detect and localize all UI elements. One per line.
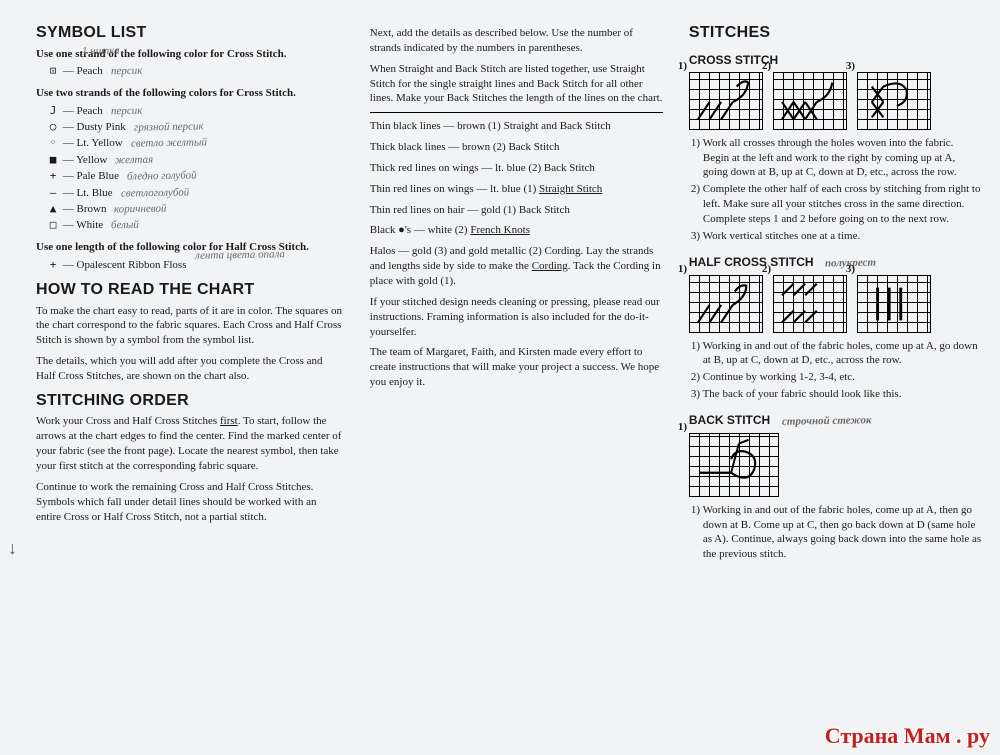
- annotation: белый: [111, 218, 139, 234]
- heading-read-chart: HOW TO READ THE CHART: [36, 279, 344, 301]
- annotation: коричневой: [114, 202, 167, 218]
- diagram-half-3: 3): [857, 275, 931, 333]
- lead-text: Use two strands of the following colors …: [36, 86, 344, 101]
- paragraph: Continue to work the remaining Cross and…: [36, 480, 344, 525]
- detail-line: Thin red lines on wings — lt. blue (1) S…: [370, 182, 663, 197]
- instruction-item: 3) The back of your fabric should look l…: [691, 387, 982, 402]
- watermark: Страна Мам . ру: [825, 723, 990, 749]
- annotation: лента цвета опала: [194, 247, 284, 264]
- annotation: персик: [111, 64, 143, 80]
- detail-line: Thin black lines — brown (1) Straight an…: [370, 119, 663, 134]
- column-1: SYMBOL LIST 1 нитка Use one strand of th…: [36, 22, 344, 743]
- column-2: Next, add the details as described below…: [370, 22, 663, 743]
- horizontal-rule: [370, 112, 663, 113]
- instruction-item: 2) Complete the other half of each cross…: [691, 182, 982, 227]
- diagram-half-1: 1): [689, 275, 763, 333]
- symbol-item: ■ — Yellowжелтая: [46, 152, 344, 168]
- annotation: строчной стежок: [781, 413, 871, 429]
- back-stitch-instructions: 1) Working in and out of the fabric hole…: [691, 503, 982, 562]
- instruction-item: 3) Work vertical stitches one at a time.: [691, 229, 982, 244]
- margin-tick: ↓: [8, 538, 17, 559]
- heading-stitching-order: STITCHING ORDER: [36, 390, 344, 412]
- lead-text: Use one length of the following color fo…: [36, 240, 344, 255]
- paragraph: Next, add the details as described below…: [370, 26, 663, 56]
- heading-stitches: STITCHES: [689, 22, 982, 44]
- page: SYMBOL LIST 1 нитка Use one strand of th…: [0, 0, 1000, 755]
- symbol-item: ▲ — Brownкоричневой: [46, 201, 344, 217]
- paragraph: Work your Cross and Half Cross Stitches …: [36, 414, 344, 473]
- symbol-item: + — Opalescent Ribbon Flossлента цвета о…: [46, 257, 344, 273]
- diagram-back-1: 1): [689, 433, 779, 497]
- symbol-list-1: ⊡ — Peachперсик: [46, 63, 344, 79]
- annotation: 1 нитка: [82, 43, 120, 58]
- diagram-cross-3: 3): [857, 72, 931, 130]
- symbol-list-2: Ј — Peachперсик ○ — Dusty Pinkгрязной пе…: [46, 103, 344, 234]
- paragraph: The team of Margaret, Faith, and Kirsten…: [370, 345, 663, 390]
- instruction-item: 1) Working in and out of the fabric hole…: [691, 339, 982, 369]
- instruction-item: 2) Continue by working 1-2, 3-4, etc.: [691, 370, 982, 385]
- symbol-item: ⊡ — Peachперсик: [46, 63, 344, 79]
- subheading-back-stitch: BACK STITCH строчной стежок: [689, 412, 982, 429]
- detail-line: Thick red lines on wings — lt. blue (2) …: [370, 161, 663, 176]
- diagram-cross-1: 1): [689, 72, 763, 130]
- annotation: персик: [111, 103, 143, 119]
- half-cross-instructions: 1) Working in and out of the fabric hole…: [691, 339, 982, 402]
- paragraph: If your stitched design needs cleaning o…: [370, 295, 663, 340]
- detail-line: Black ●'s — white (2) French Knots: [370, 223, 663, 238]
- detail-line: Thin red lines on hair — gold (1) Back S…: [370, 203, 663, 218]
- symbol-item: Ј — Peachперсик: [46, 103, 344, 119]
- cross-stitch-diagrams: 1) 2) 3): [689, 72, 982, 130]
- back-stitch-block: BACK STITCH строчной стежок 1) 1) Workin…: [689, 412, 982, 562]
- symbol-item: – — Lt. Blueсветлоголубой: [46, 185, 344, 201]
- column-3: STITCHES CROSS STITCH 1) 2) 3) 1) Work a…: [689, 22, 982, 743]
- diagram-cross-2: 2): [773, 72, 847, 130]
- half-cross-stitch-block: HALF CROSS STITCH полукрест 1) 2) 3) 1) …: [689, 254, 982, 402]
- symbol-item: ○ — Dusty Pinkгрязной персик: [46, 119, 344, 135]
- paragraph: When Straight and Back Stitch are listed…: [370, 62, 663, 107]
- back-stitch-diagrams: 1): [689, 433, 982, 497]
- symbol-item: + — Pale Blueбледно голубой: [46, 168, 344, 184]
- detail-line: Halos — gold (3) and gold metallic (2) C…: [370, 244, 663, 289]
- cross-stitch-block: CROSS STITCH 1) 2) 3) 1) Work all crosse…: [689, 52, 982, 244]
- symbol-item: ◦ — Lt. Yellowсветло желтый: [46, 135, 344, 151]
- diagram-half-2: 2): [773, 275, 847, 333]
- heading-symbol-list: SYMBOL LIST: [36, 22, 344, 44]
- detail-line: Thick black lines — brown (2) Back Stitc…: [370, 140, 663, 155]
- annotation: грязной персик: [134, 119, 204, 136]
- instruction-item: 1) Working in and out of the fabric hole…: [691, 503, 982, 562]
- symbol-list-3: + — Opalescent Ribbon Flossлента цвета о…: [46, 257, 344, 273]
- paragraph: To make the chart easy to read, parts of…: [36, 304, 344, 349]
- annotation: желтая: [115, 153, 153, 169]
- subheading-cross-stitch: CROSS STITCH: [689, 52, 982, 68]
- paragraph: The details, which you will add after yo…: [36, 354, 344, 384]
- half-cross-diagrams: 1) 2) 3): [689, 275, 982, 333]
- cross-stitch-instructions: 1) Work all crosses through the holes wo…: [691, 136, 982, 244]
- annotation: светлоголубой: [120, 185, 188, 202]
- symbol-item: □ — Whiteбелый: [46, 217, 344, 233]
- subheading-half-cross: HALF CROSS STITCH полукрест: [689, 254, 982, 271]
- annotation: светло желтый: [131, 136, 207, 153]
- instruction-item: 1) Work all crosses through the holes wo…: [691, 136, 982, 181]
- annotation: бледно голубой: [127, 169, 197, 186]
